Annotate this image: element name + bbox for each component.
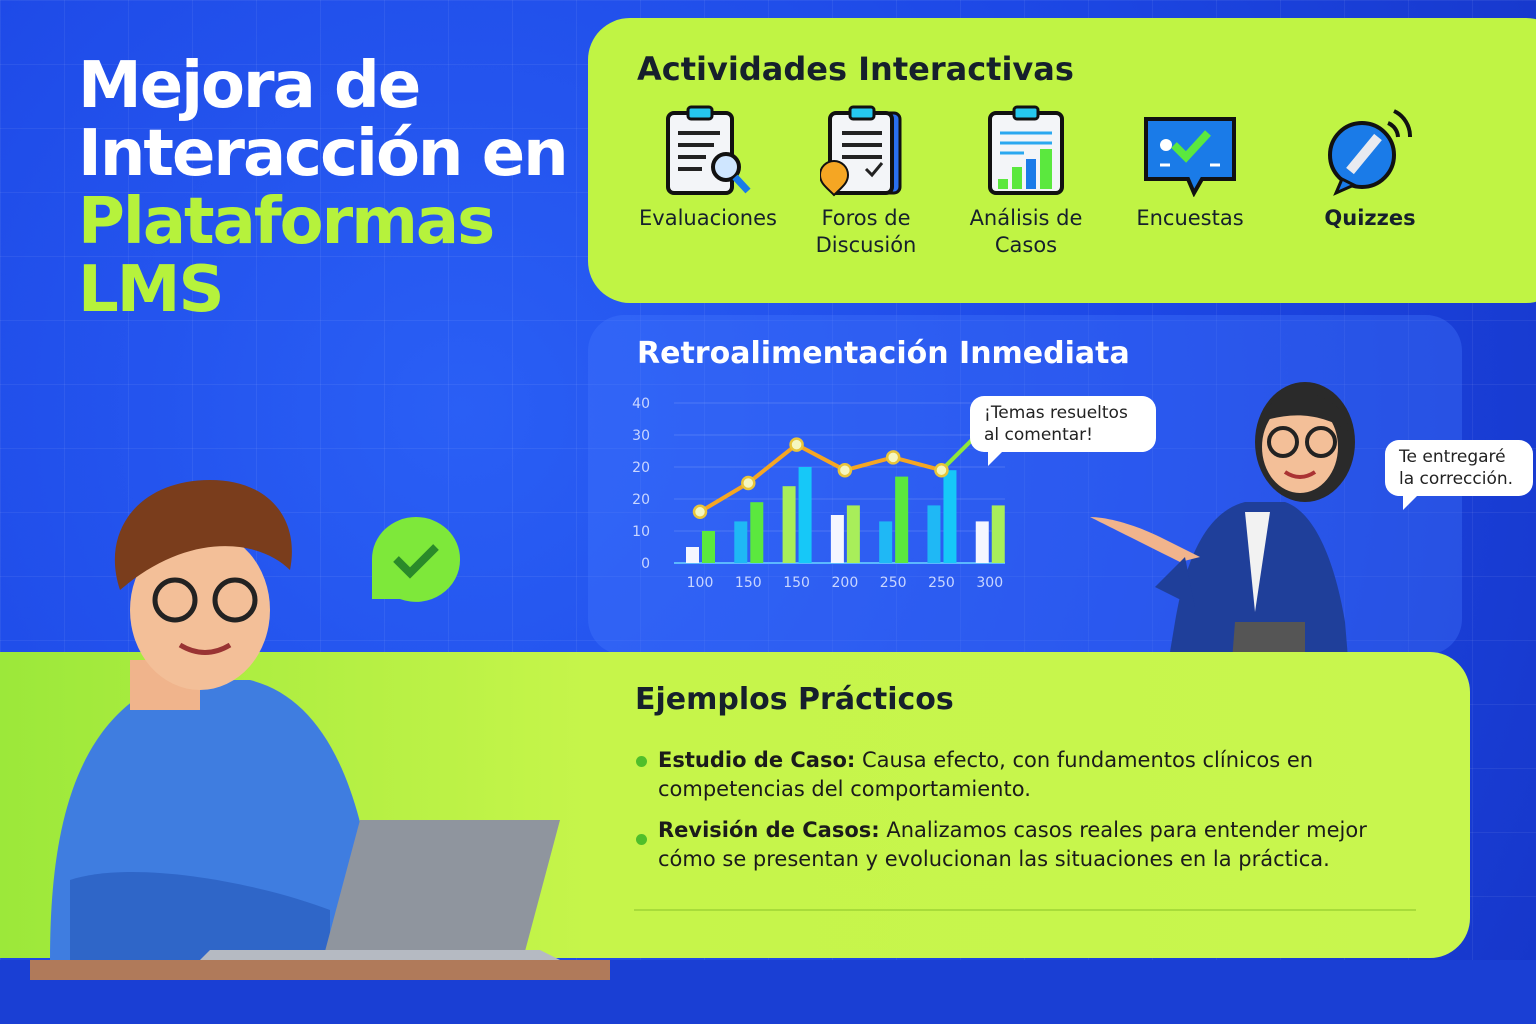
line-segment [892,455,942,473]
activity-quizzes[interactable]: Quizzes [1290,105,1450,232]
x-tick-label: 200 [832,575,859,591]
line-point [741,475,756,491]
title-line: Mejora de [78,49,421,123]
activity-evaluaciones[interactable]: Evaluaciones [628,105,788,232]
line-segment [795,442,846,472]
line-segment [747,443,798,485]
page-title: Mejora de Interacción en Plataformas LMS [78,49,569,327]
clipboard-search-icon [666,105,751,195]
activity-label: Quizzes [1324,206,1416,230]
teacher-speech-bubble: Te entregaré la corrección. [1385,440,1533,510]
divider [634,909,1416,911]
line-point [934,462,949,478]
title-line: Interacción en [78,117,569,191]
clipboard-chat-icon [820,105,902,197]
bar [734,521,748,563]
x-tick-label: 150 [783,575,810,591]
activity-label: Foros de Discusión [815,206,917,257]
line-segment [844,455,894,473]
y-tick-label: 20 [632,460,650,476]
x-tick-label: 250 [928,575,955,591]
feedback-title: Retroalimentación Inmediata [637,336,1130,371]
example-item: Revisión de Casos: Analizamos casos real… [636,816,1378,874]
title-line: Plataformas [78,185,495,259]
bullet-icon [636,756,647,767]
bar [895,476,909,563]
x-tick-label: 300 [976,575,1003,591]
bar [943,470,957,563]
clipboard-chart-icon [988,105,1064,195]
activity-label: Análisis de Casos [969,206,1083,257]
activity-label: Evaluaciones [639,206,777,230]
activity-analisis[interactable]: Análisis de Casos [946,105,1106,259]
quiz-pen-icon [1328,109,1413,196]
check-bubble-icon [372,517,461,602]
activity-encuestas[interactable]: Encuestas [1110,105,1270,232]
bar [782,486,796,563]
bar [750,502,764,563]
student-illustration [30,480,610,980]
y-tick-label: 20 [632,492,650,508]
activity-label: Encuestas [1136,206,1244,230]
line-point [692,504,708,520]
bar [702,531,715,563]
bar [991,505,1005,563]
x-tick-label: 150 [735,575,762,591]
line-segment [698,481,750,514]
bar [879,521,893,563]
y-tick-label: 40 [632,396,650,412]
bar [846,505,860,563]
example-label: Estudio de Caso: [658,748,856,772]
activities-title: Actividades Interactivas [637,50,1074,88]
survey-check-icon [1144,117,1236,197]
example-item: Estudio de Caso: Causa efecto, con funda… [636,746,1378,804]
x-tick-label: 100 [687,575,714,591]
example-text: Causa efecto, con fundamentos clínicos e… [658,748,1314,801]
title-line: LMS [78,253,225,327]
y-tick-label: 30 [632,428,650,444]
activity-foros[interactable]: Foros de Discusión [786,105,946,259]
bar [927,505,941,563]
example-label: Revisión de Casos: [658,818,880,842]
bar [686,547,699,563]
bar [975,521,989,563]
line-point [789,437,804,452]
examples-title: Ejemplos Prácticos [635,682,954,717]
y-tick-label: 10 [632,524,650,540]
line-point [837,462,853,478]
feedback-chart: 0 10 20 20 30 40 100 150 150 200 250 250 300 [632,396,1005,591]
chart-speech-bubble: ¡Temas resueltos al comentar! [970,396,1156,466]
x-tick-label: 250 [880,575,907,591]
bar [798,467,812,563]
bullet-icon [636,834,647,845]
bar [830,515,844,563]
example-text: Analizamos casos reales para entender me… [658,818,1367,871]
y-tick-label: 0 [641,556,650,572]
line-point [885,450,901,465]
